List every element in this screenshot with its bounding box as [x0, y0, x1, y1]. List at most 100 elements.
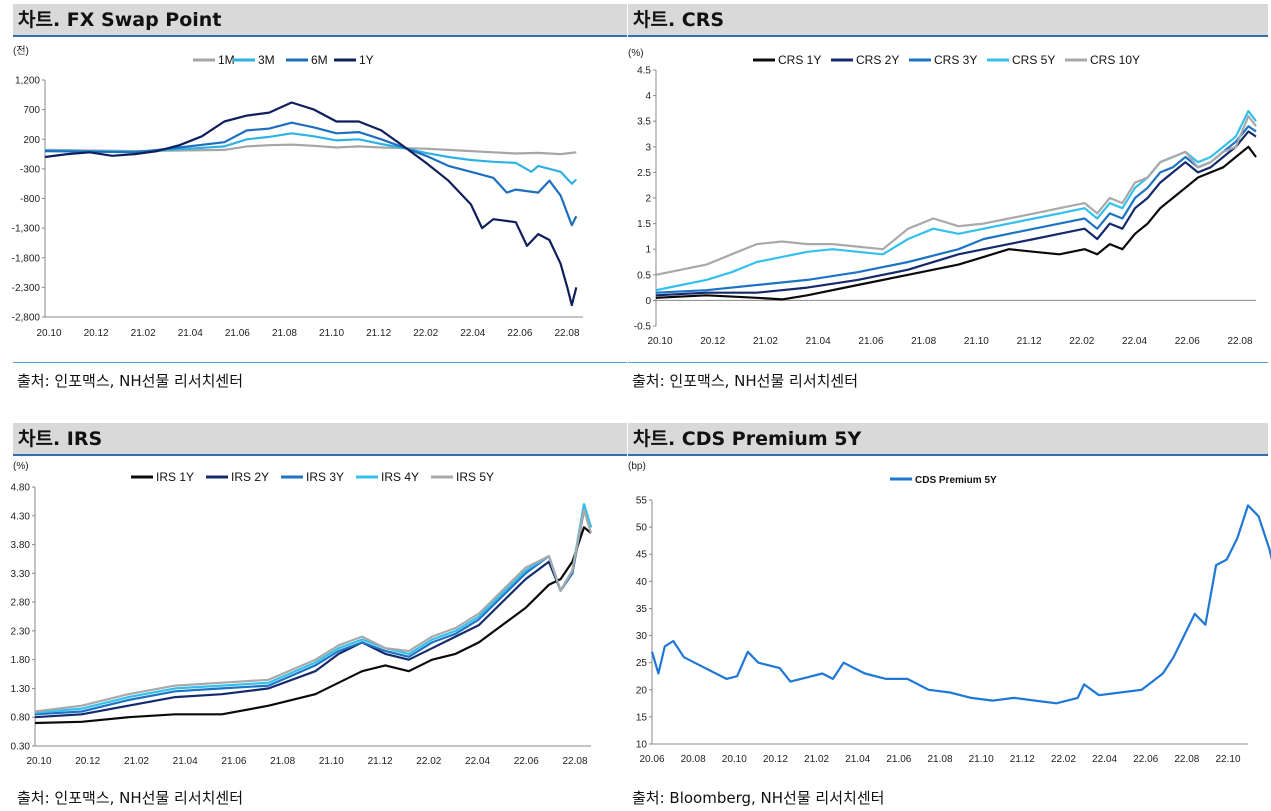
- x-tick-label: 21.10: [969, 754, 994, 765]
- x-tick-label: 21.02: [804, 754, 829, 765]
- x-tick-label: 22.04: [1092, 754, 1117, 765]
- cds-premium-chart: (bp) 55 50 45 40 35 30 25 20 15 10 20.06 20.08 20.10 2…: [628, 461, 1271, 765]
- legend-label: 3M: [258, 53, 275, 67]
- legend-label: IRS 4Y: [381, 470, 419, 484]
- x-tick-label: 21.04: [173, 756, 198, 767]
- y-tick-label: 50: [636, 523, 648, 534]
- y-tick-label: 0: [645, 296, 651, 307]
- x-tick-label: 21.08: [272, 328, 297, 339]
- y-tick-label: -2,300: [12, 283, 41, 294]
- legend-label: CRS 1Y: [778, 53, 821, 67]
- y-tick-label: 1.30: [11, 684, 31, 695]
- x-tick-label: 20.10: [722, 754, 747, 765]
- y-tick-label: 1.80: [11, 655, 31, 666]
- series-line-irs-3y: [34, 503, 593, 716]
- chart-title: 차트. CDS Premium 5Y: [628, 423, 1268, 456]
- x-tick-label: 22.06: [507, 328, 532, 339]
- series-line-crs-1y: [655, 145, 1257, 301]
- y-tick-label: -1,800: [12, 253, 41, 264]
- y-tick-label: 2.30: [11, 626, 31, 637]
- x-tick-label: 22.02: [416, 756, 441, 767]
- y-tick-label: 1: [645, 245, 651, 256]
- x-tick-label: 21.12: [1017, 336, 1042, 347]
- x-tick-label: 21.10: [319, 328, 344, 339]
- y-tick-label: 10: [636, 740, 648, 751]
- y-unit-label: (%): [628, 48, 644, 59]
- y-tick-label: 2: [645, 194, 651, 205]
- legend-label: 6M: [311, 53, 328, 67]
- series-line-irs-2y: [34, 508, 593, 719]
- x-tick-label: 21.08: [911, 336, 936, 347]
- irs-chart: (%) 4.80 4.30 3.80 3.30 2.80 2.30 1.80 1.30 0.80 0…: [11, 461, 593, 767]
- series-line-3m: [44, 132, 578, 185]
- y-tick-label: 3: [645, 142, 651, 153]
- series-line-1m: [44, 143, 577, 156]
- legend-label: CRS 5Y: [1012, 53, 1055, 67]
- y-tick-label: 1.5: [637, 219, 651, 230]
- x-tick-label: 21.10: [319, 756, 344, 767]
- x-tick-label: 21.02: [124, 756, 149, 767]
- series-line-crs-10y: [655, 114, 1257, 276]
- legend-label: CRS 3Y: [934, 53, 977, 67]
- y-tick-label: 700: [23, 105, 40, 116]
- legend-label: IRS 5Y: [456, 470, 494, 484]
- x-tick-label: 22.08: [562, 756, 587, 767]
- x-tick-label: 22.04: [465, 756, 490, 767]
- series-line-irs-5y: [34, 508, 593, 713]
- y-tick-label: 1,200: [15, 76, 40, 87]
- y-tick-label: 0.80: [11, 713, 31, 724]
- legend-label: CRS 10Y: [1090, 53, 1140, 67]
- y-tick-label: 3.80: [11, 540, 31, 551]
- x-tick-label: 22.08: [1174, 754, 1199, 765]
- y-tick-label: 0.30: [11, 742, 31, 753]
- panel-fx-swap-point: 차트. FX Swap Point (전) 1,200 700 200 -300 -800…: [12, 4, 627, 404]
- y-tick-label: 20: [636, 685, 648, 696]
- y-tick-label: 4.5: [637, 66, 651, 77]
- y-tick-label: 0.5: [637, 270, 651, 281]
- source-note: 출처: Bloomberg, NH선물 리서치센터: [632, 789, 885, 807]
- x-tick-label: 21.10: [964, 336, 989, 347]
- x-tick-label: 21.04: [845, 754, 870, 765]
- x-tick-label: 21.08: [270, 756, 295, 767]
- x-tick-label: 22.06: [1175, 336, 1200, 347]
- x-tick-label: 22.04: [1122, 336, 1147, 347]
- x-tick-label: 21.06: [221, 756, 246, 767]
- y-tick-label: 30: [636, 631, 648, 642]
- series-line-cds-premium-5y: [650, 504, 1271, 705]
- series-line-crs-2y: [655, 130, 1257, 297]
- y-tick-label: 2.80: [11, 598, 31, 609]
- x-tick-label: 21.06: [886, 754, 911, 765]
- y-tick-label: 2.5: [637, 168, 651, 179]
- y-tick-label: 25: [636, 658, 648, 669]
- y-tick-label: 4: [645, 91, 651, 102]
- x-tick-label: 21.04: [806, 336, 831, 347]
- x-tick-label: 22.10: [1215, 754, 1240, 765]
- x-tick-label: 21.12: [368, 756, 393, 767]
- series-line-6m: [44, 121, 578, 227]
- x-tick-label: 20.12: [700, 336, 725, 347]
- x-tick-label: 21.06: [858, 336, 883, 347]
- panel-crs: 차트. CRS (%) 4.5 4 3.5 3 2.5 2 1.5 1 0.5 0 -0.5 20.10…: [628, 4, 1268, 404]
- x-tick-label: 20.08: [681, 754, 706, 765]
- x-tick-label: 20.12: [763, 754, 788, 765]
- x-tick-label: 22.04: [460, 328, 485, 339]
- y-tick-label: -800: [20, 194, 40, 205]
- y-unit-label: (전): [13, 45, 29, 57]
- panel-irs: 차트. IRS (%) 4.80 4.30 3.80 3.30 2.80 2.30 1.80 1…: [11, 423, 627, 811]
- x-tick-label: 22.02: [1051, 754, 1076, 765]
- y-tick-label: -0.5: [634, 322, 652, 333]
- chart-title: 차트. IRS: [13, 423, 627, 456]
- x-tick-label: 22.06: [514, 756, 539, 767]
- source-note: 출처: 인포맥스, NH선물 리서치센터: [632, 372, 859, 390]
- legend-label: CRS 2Y: [856, 53, 899, 67]
- y-tick-label: 200: [23, 135, 40, 146]
- chart-title: 차트. FX Swap Point: [13, 4, 627, 37]
- x-tick-label: 22.02: [413, 328, 438, 339]
- source-note: 출처: 인포맥스, NH선물 리서치센터: [17, 789, 244, 807]
- x-tick-label: 22.06: [1133, 754, 1158, 765]
- y-tick-label: 55: [636, 496, 648, 507]
- x-tick-label: 21.04: [178, 328, 203, 339]
- y-unit-label: (%): [13, 461, 29, 472]
- x-tick-label: 21.12: [366, 328, 391, 339]
- crs-chart: (%) 4.5 4 3.5 3 2.5 2 1.5 1 0.5 0 -0.5 20.10 20.12 21.…: [628, 48, 1257, 347]
